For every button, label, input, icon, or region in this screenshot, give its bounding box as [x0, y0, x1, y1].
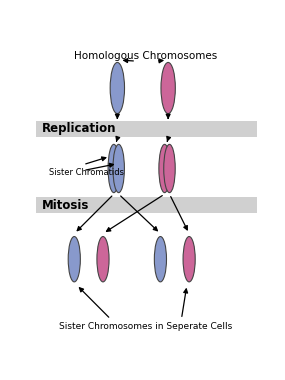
- Ellipse shape: [154, 236, 166, 282]
- Ellipse shape: [183, 236, 195, 282]
- Ellipse shape: [113, 144, 125, 193]
- Ellipse shape: [159, 144, 170, 193]
- Ellipse shape: [161, 62, 175, 114]
- Ellipse shape: [97, 236, 109, 282]
- Ellipse shape: [108, 144, 120, 193]
- Bar: [36, 121, 256, 137]
- Ellipse shape: [164, 144, 175, 193]
- Text: Mitosis: Mitosis: [42, 199, 89, 212]
- Text: Replication: Replication: [42, 122, 117, 136]
- Ellipse shape: [110, 62, 125, 114]
- Ellipse shape: [68, 236, 80, 282]
- Text: Sister Chromatids: Sister Chromatids: [49, 168, 124, 177]
- Bar: [36, 197, 256, 213]
- Text: Sister Chromosomes in Seperate Cells: Sister Chromosomes in Seperate Cells: [60, 322, 233, 331]
- Text: Homologous Chromosomes: Homologous Chromosomes: [74, 51, 218, 61]
